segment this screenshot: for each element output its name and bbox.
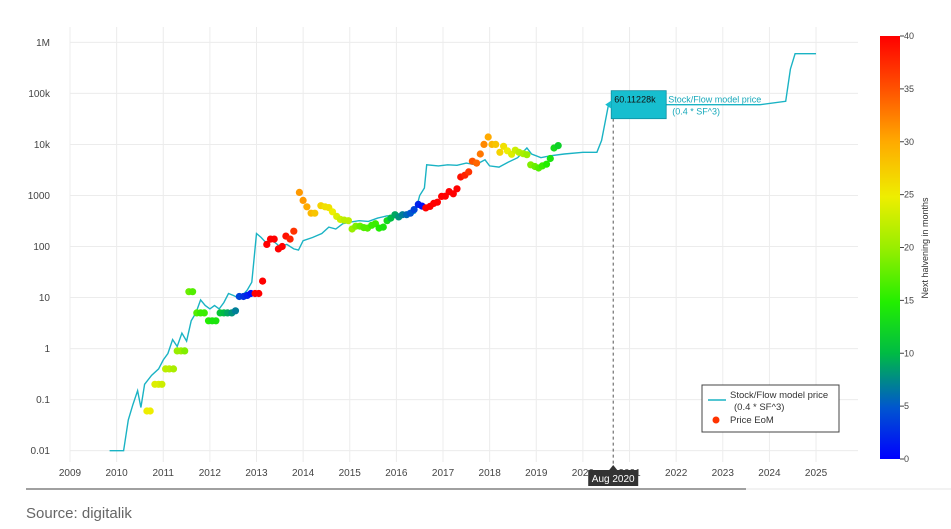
- price-point: [311, 209, 319, 217]
- hover-indicator: 60.11228k Stock/Flow model price (0.4 * SF…: [588, 90, 761, 486]
- y-tick-label: 1000: [28, 191, 51, 202]
- colorbar-tick-label: 30: [904, 137, 914, 147]
- hover-x-label-arrow: [609, 465, 618, 470]
- price-point: [379, 223, 387, 231]
- y-tick-label: 100: [33, 242, 50, 253]
- colorbar-tick-label: 40: [904, 31, 914, 41]
- price-point: [158, 380, 166, 388]
- colorbar: 0 5 10 15 20 25 30 35 40 Next halvening in month…: [880, 31, 930, 464]
- price-point: [278, 242, 286, 251]
- colorbar-tick-label: 35: [904, 84, 914, 94]
- price-point: [542, 160, 551, 168]
- x-tick-label: 2023: [712, 468, 735, 479]
- price-point: [453, 185, 461, 193]
- x-tick-label: 2014: [292, 468, 315, 479]
- colorbar-tick-label: 10: [904, 348, 914, 358]
- x-tick-label: 2020: [572, 468, 595, 479]
- legend-sublabel-sf: (0.4 * SF^3): [734, 402, 784, 413]
- price-point: [344, 217, 352, 225]
- x-tick-label: 2019: [525, 468, 548, 479]
- tooltip-series-name: Stock/Flow model price: [668, 95, 761, 105]
- x-tick-label: 2022: [665, 468, 688, 479]
- grid-lines: [69, 27, 858, 462]
- legend[interactable]: Stock/Flow model price (0.4 * SF^3) Pric…: [701, 384, 840, 433]
- price-point: [299, 196, 307, 204]
- price-point: [328, 208, 337, 216]
- price-point: [169, 365, 178, 373]
- x-tick-label: 2012: [199, 468, 222, 479]
- price-point: [554, 142, 562, 150]
- price-point: [523, 151, 531, 159]
- x-tick-label: 2025: [805, 468, 828, 479]
- colorbar-tick-label: 5: [904, 401, 909, 411]
- price-point: [476, 150, 484, 158]
- y-tick-label: 1: [44, 344, 50, 355]
- legend-label-price: Price EoM: [730, 415, 774, 426]
- tooltip-value: 60.11228k: [614, 95, 656, 105]
- x-axis-ticks: 2009 2010 2011 2012 2013 2014 2015 2016 2017 2018…: [59, 468, 828, 479]
- y-axis-ticks: 0.01 0.1 1 10 100 1000 10k 100k 1M: [28, 38, 51, 457]
- price-point: [200, 309, 208, 317]
- y-tick-label: 0.01: [31, 446, 51, 457]
- price-point: [189, 288, 197, 296]
- price-point: [212, 317, 220, 325]
- x-tick-label: 2017: [432, 468, 455, 479]
- legend-box: [701, 384, 840, 433]
- price-point: [255, 289, 263, 298]
- price-point: [231, 307, 240, 315]
- x-tick-label: 2010: [106, 468, 129, 479]
- colorbar-tick-label: 20: [904, 243, 914, 253]
- tooltip-series-sub: (0.4 * SF^3): [672, 107, 720, 117]
- price-point: [290, 227, 298, 235]
- tooltip-arrow: [605, 100, 612, 109]
- x-tick-label: 2018: [479, 468, 502, 479]
- price-point: [259, 277, 267, 285]
- colorbar-gradient: [880, 36, 900, 459]
- x-tick-label: 2013: [245, 468, 268, 479]
- price-point: [181, 347, 189, 355]
- price-point: [263, 240, 271, 248]
- hover-x-label-box: [588, 470, 639, 486]
- y-tick-label: 10: [39, 293, 51, 304]
- y-tick-label: 100k: [28, 89, 51, 100]
- stock-flow-model-path: [109, 53, 816, 452]
- price-point: [496, 148, 504, 156]
- source-caption: Source: digitalik: [26, 505, 132, 522]
- colorbar-title: Next halvening in months: [920, 197, 930, 299]
- price-point: [473, 159, 481, 167]
- y-tick-label: 0.1: [36, 395, 50, 406]
- colorbar-ticks: 0 5 10 15 20 25 30 35 40: [900, 31, 914, 464]
- price-point: [480, 140, 488, 148]
- price-point: [433, 198, 441, 206]
- price-point: [449, 190, 457, 198]
- x-tick-label: 2015: [339, 468, 362, 479]
- x-tick-label: 2016: [385, 468, 408, 479]
- price-point: [492, 140, 500, 148]
- stock-flow-model-line[interactable]: [109, 53, 816, 452]
- colorbar-tick-label: 25: [904, 190, 914, 200]
- price-eom-points[interactable]: [143, 133, 562, 415]
- y-tick-label: 10k: [34, 140, 51, 151]
- legend-dot-swatch: [712, 416, 720, 424]
- x-tick-label: 2024: [758, 468, 781, 479]
- colorbar-tick-label: 0: [904, 454, 909, 464]
- hover-x-label: Aug 2020: [592, 474, 635, 485]
- price-point: [303, 203, 311, 211]
- price-point: [146, 407, 154, 415]
- price-point: [484, 133, 492, 141]
- legend-label-sf: Stock/Flow model price: [730, 390, 828, 401]
- price-point: [295, 188, 303, 196]
- price-point: [546, 154, 554, 163]
- price-point: [465, 168, 473, 176]
- price-point: [286, 235, 294, 243]
- x-tick-label: 2011: [152, 468, 174, 479]
- price-point: [270, 235, 278, 243]
- y-tick-label: 1M: [36, 38, 50, 49]
- x-tick-label: 2009: [59, 468, 82, 479]
- colorbar-tick-label: 15: [904, 295, 914, 305]
- price-point: [410, 206, 418, 214]
